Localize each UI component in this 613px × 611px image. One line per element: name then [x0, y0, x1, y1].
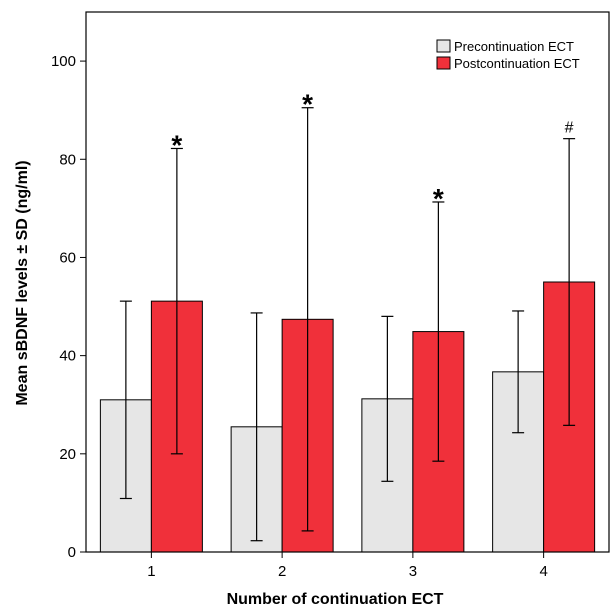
legend-swatch-post [436, 56, 451, 70]
annotation-2: * [302, 89, 313, 120]
y-axis-title: Mean sBDNF levels ± SD (ng/ml) [14, 160, 31, 405]
legend-label-post: Postcontinuation ECT [454, 56, 580, 71]
x-tick-label-2: 2 [278, 563, 286, 580]
x-tick-label-4: 4 [539, 563, 547, 580]
annotation-4: # [565, 120, 574, 137]
y-tick-label-0: 0 [68, 544, 76, 561]
annotations-layer: * * * # [171, 89, 573, 214]
error-bars-layer [119, 107, 576, 542]
plot-frame [85, 11, 610, 553]
x-tick-label-3: 3 [409, 563, 417, 580]
y-tick-label-20: 20 [59, 446, 76, 463]
x-axis-title: Number of continuation ECT [227, 591, 444, 608]
legend-swatch-pre [436, 39, 451, 53]
annotation-1: * [171, 129, 182, 160]
y-tick-label-60: 60 [59, 249, 76, 266]
annotation-3: * [433, 183, 444, 214]
legend-label-pre: Precontinuation ECT [454, 39, 574, 54]
legend: Precontinuation ECT Postcontinuation ECT [436, 39, 580, 71]
x-tick-label-1: 1 [147, 563, 155, 580]
y-tick-label-40: 40 [59, 348, 76, 365]
y-tick-label-80: 80 [59, 151, 76, 168]
y-tick-label-100: 100 [51, 53, 76, 70]
bars-layer [99, 281, 596, 553]
